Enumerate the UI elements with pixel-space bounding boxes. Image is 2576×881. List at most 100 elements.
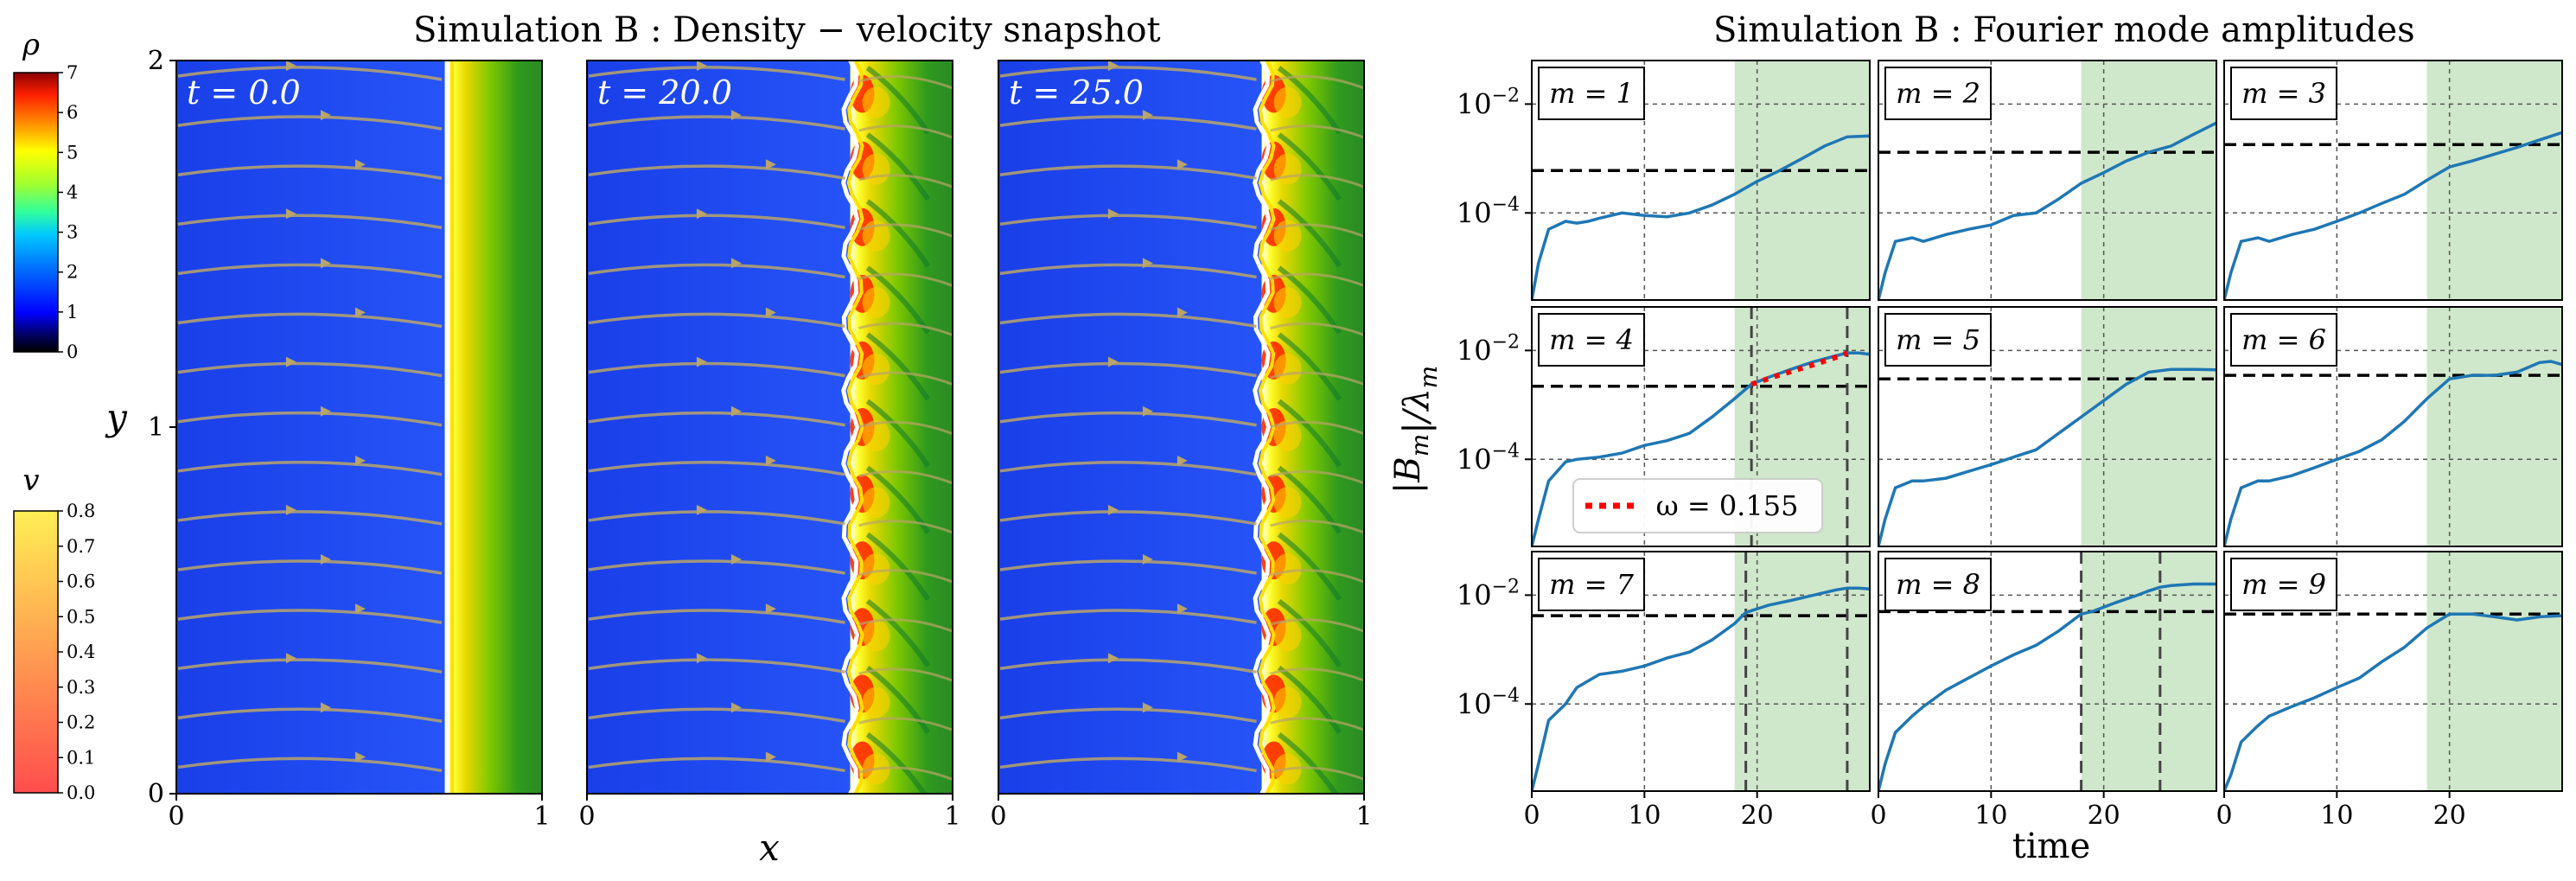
- mode-panel: m = 7 10−2 10−4 0 10 20: [1457, 551, 1871, 831]
- fourier-x-axis-label: time: [2012, 827, 2090, 866]
- y-tick-exponent: −2: [1492, 331, 1520, 353]
- streamline: [177, 461, 443, 476]
- mode-panel-frame: [2223, 60, 2563, 301]
- growth-window-shade: [2081, 552, 2216, 791]
- streamline-post: [858, 618, 953, 633]
- streamline-arrow: [730, 405, 742, 417]
- streamline: [177, 214, 443, 230]
- mode-label-box: [2230, 313, 2337, 367]
- streamline-post: [1270, 520, 1364, 534]
- streamline-post: [858, 520, 953, 534]
- streamline: [588, 510, 845, 526]
- streamline: [177, 66, 443, 81]
- snapshot-frame: [586, 60, 953, 795]
- streamline-post: [1270, 667, 1364, 682]
- vortex-streak: [865, 265, 931, 335]
- mode-panel: m = 2: [1878, 60, 2217, 301]
- y-label-subscript: m: [1406, 434, 1434, 457]
- density-blob: [1273, 487, 1302, 519]
- v-colorbar-tick-label: 0.5: [67, 606, 95, 627]
- vortex-streak: [865, 66, 931, 135]
- streamline-post: [1270, 174, 1364, 188]
- mode-label: m = 7: [1549, 568, 1635, 601]
- streamline-post: [858, 272, 953, 287]
- vortex-streak: [865, 732, 928, 794]
- density-blob: [1273, 620, 1302, 652]
- streamline: [588, 757, 845, 773]
- vortex-streak: [865, 598, 931, 667]
- streamline-arrow: [730, 554, 742, 565]
- mode-label: m = 4: [1549, 323, 1634, 356]
- snapshot-panel: t = 0.0 0 1 0 1 2: [148, 46, 551, 832]
- streamline: [177, 115, 443, 131]
- streamline-arrow: [285, 356, 296, 367]
- streamline: [999, 510, 1257, 526]
- mode-label: m = 1: [1549, 77, 1634, 110]
- v-colorbar: [13, 510, 59, 794]
- x-tick-label: 0: [990, 801, 1006, 832]
- vortex-streak: [1277, 399, 1342, 468]
- streamline: [177, 164, 443, 180]
- streamline: [588, 411, 845, 427]
- y-tick-label: 10−2: [1457, 576, 1520, 611]
- streamline-arrow: [1142, 702, 1153, 713]
- streamline-arrow: [1107, 61, 1119, 71]
- streamline-arrow: [696, 356, 707, 367]
- snapshot-frame: [998, 60, 1365, 795]
- streamline-arrow: [1176, 603, 1188, 615]
- streamline-arrow: [1107, 208, 1119, 220]
- streamline: [999, 658, 1257, 674]
- mode-label-box: [1538, 558, 1645, 611]
- streamline-arrow: [1107, 653, 1119, 664]
- x-tick-label: 1: [533, 801, 550, 832]
- v-colorbar-tick-label: 0.4: [67, 642, 95, 662]
- streamline-post: [858, 322, 953, 336]
- time-label: t = 20.0: [597, 73, 732, 112]
- streamline-arrow: [320, 258, 331, 269]
- streamline-arrow: [1142, 258, 1153, 269]
- mode-label: m = 2: [1896, 77, 1980, 110]
- growth-window-shade: [2426, 552, 2562, 791]
- x-tick-label: 20: [1741, 801, 1774, 831]
- mode-panel: m = 6: [2223, 306, 2563, 547]
- vortex-streak: [865, 665, 931, 735]
- density-blob: [862, 353, 890, 385]
- x-tick-label: 0: [1870, 801, 1886, 831]
- v-colorbar-tick-label: 0.6: [67, 571, 95, 592]
- vortex-streak: [1277, 732, 1339, 794]
- density-blob: [862, 553, 890, 585]
- streamline-arrow: [765, 307, 776, 318]
- streamline-arrow: [696, 653, 707, 664]
- streamline-arrow: [696, 208, 707, 220]
- time-label: t = 25.0: [1009, 73, 1144, 112]
- mode-label-box: [2230, 558, 2337, 611]
- density-blob: [1273, 420, 1302, 451]
- x-tick-label: 10: [2320, 801, 2353, 831]
- fit-legend-label: ω = 0.155: [1656, 489, 1799, 522]
- mode-panel: m = 5: [1878, 306, 2217, 547]
- streamline-arrow: [320, 110, 331, 121]
- left-title: Simulation B : Density − velocity snapsh…: [413, 10, 1161, 50]
- density-blob: [1273, 353, 1302, 385]
- density-blob: [862, 487, 890, 519]
- streamline: [588, 115, 845, 131]
- density-blob: [862, 420, 890, 451]
- rho-colorbar-tick-label: 4: [67, 182, 78, 202]
- mode-panel-frame: [1531, 551, 1871, 792]
- mode-label-box: [2230, 67, 2337, 120]
- streamline-post: [1270, 717, 1364, 731]
- density-blob: [862, 686, 890, 718]
- streamline: [999, 609, 1257, 624]
- mode-amplitude-line: [1532, 134, 1870, 300]
- streamline: [177, 707, 443, 724]
- rho-colorbar: [13, 72, 59, 353]
- streamline-arrow: [1176, 751, 1188, 763]
- vortex-streak: [1277, 199, 1342, 268]
- streamline-post: [858, 75, 953, 90]
- vortex-streak: [865, 332, 931, 401]
- density-blob: [1273, 686, 1302, 718]
- streamline-arrow: [765, 159, 776, 170]
- streamline-post: [1270, 766, 1364, 781]
- density-blob: [1273, 153, 1302, 185]
- streamline-arrow: [1107, 356, 1119, 367]
